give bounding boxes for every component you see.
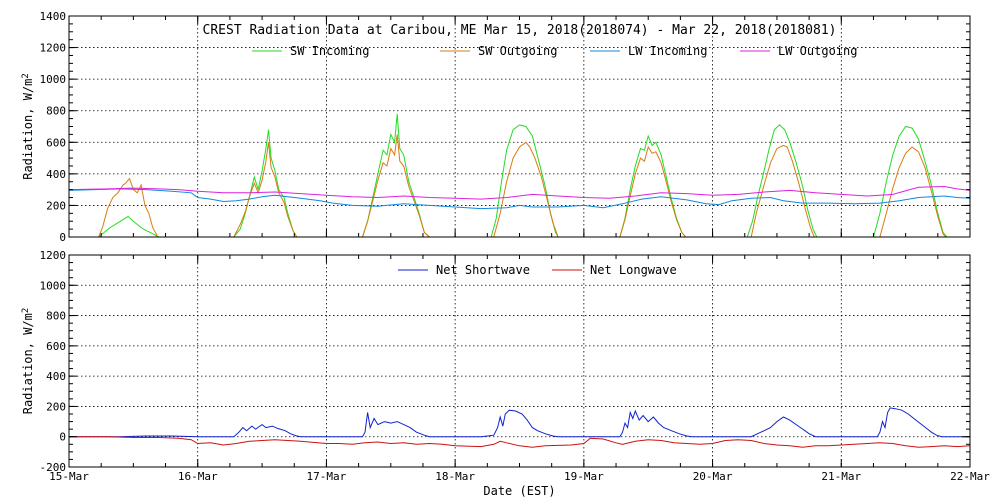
legend-label: Net Shortwave: [436, 263, 530, 277]
panel-net-radiation: -200 0 200 400 600 800 1000 1200 15-Mar 16-Mar 17-…: [21, 249, 990, 498]
chart-title: CREST Radiation Data at Caribou, ME Mar …: [203, 23, 837, 38]
y-tick-label: 200: [46, 199, 66, 212]
y-tick-label: 1400: [40, 10, 67, 23]
legend-label: Net Longwave: [590, 263, 677, 277]
y-tick-label: 800: [46, 105, 66, 118]
x-tick-label: 15-Mar: [49, 470, 89, 483]
legend-label: LW Incoming: [628, 44, 707, 58]
x-tick-label: 16-Mar: [178, 470, 218, 483]
x-axis-label: Date (EST): [483, 484, 555, 498]
y-tick-label: 600: [46, 340, 66, 353]
legend-label: SW Outgoing: [478, 44, 557, 58]
series-line-lw-outgoing: [69, 185, 970, 200]
y-tick-label: -200: [40, 461, 67, 474]
series-line-net-shortwave: [69, 407, 970, 438]
y-tick-label: 400: [46, 370, 66, 383]
y-tick-label: 600: [46, 136, 66, 149]
legend-label: LW Outgoing: [778, 44, 857, 58]
x-tick-label: 20-Mar: [693, 470, 733, 483]
y-tick-label: 200: [46, 400, 66, 413]
x-tick-label: 21-Mar: [821, 470, 861, 483]
y-tick-label: 1200: [40, 249, 67, 262]
y-axis-label: Radiation, W/m2: [21, 73, 35, 180]
y-tick-label: 1000: [40, 279, 67, 292]
series-line-lw-incoming: [69, 188, 970, 210]
x-tick-label: 17-Mar: [307, 470, 347, 483]
y-tick-label: 400: [46, 168, 66, 181]
series-line-net-longwave: [69, 436, 970, 448]
x-tick-label: 22-Mar: [950, 470, 990, 483]
y-tick-label: 0: [59, 431, 66, 444]
y-tick-label: 0: [59, 231, 66, 244]
y-axis-label: Radiation, W/m2: [21, 308, 35, 415]
y-tick-label: 800: [46, 310, 66, 323]
panel-incoming-outgoing: 0 200 400 600 800 1000 1200 1400 CREST Radiation…: [21, 10, 971, 244]
x-tick-label: 19-Mar: [564, 470, 604, 483]
x-tick-label: 18-Mar: [435, 470, 475, 483]
legend-label: SW Incoming: [290, 44, 369, 58]
y-tick-label: 1200: [40, 42, 67, 55]
y-tick-label: 1000: [40, 73, 67, 86]
